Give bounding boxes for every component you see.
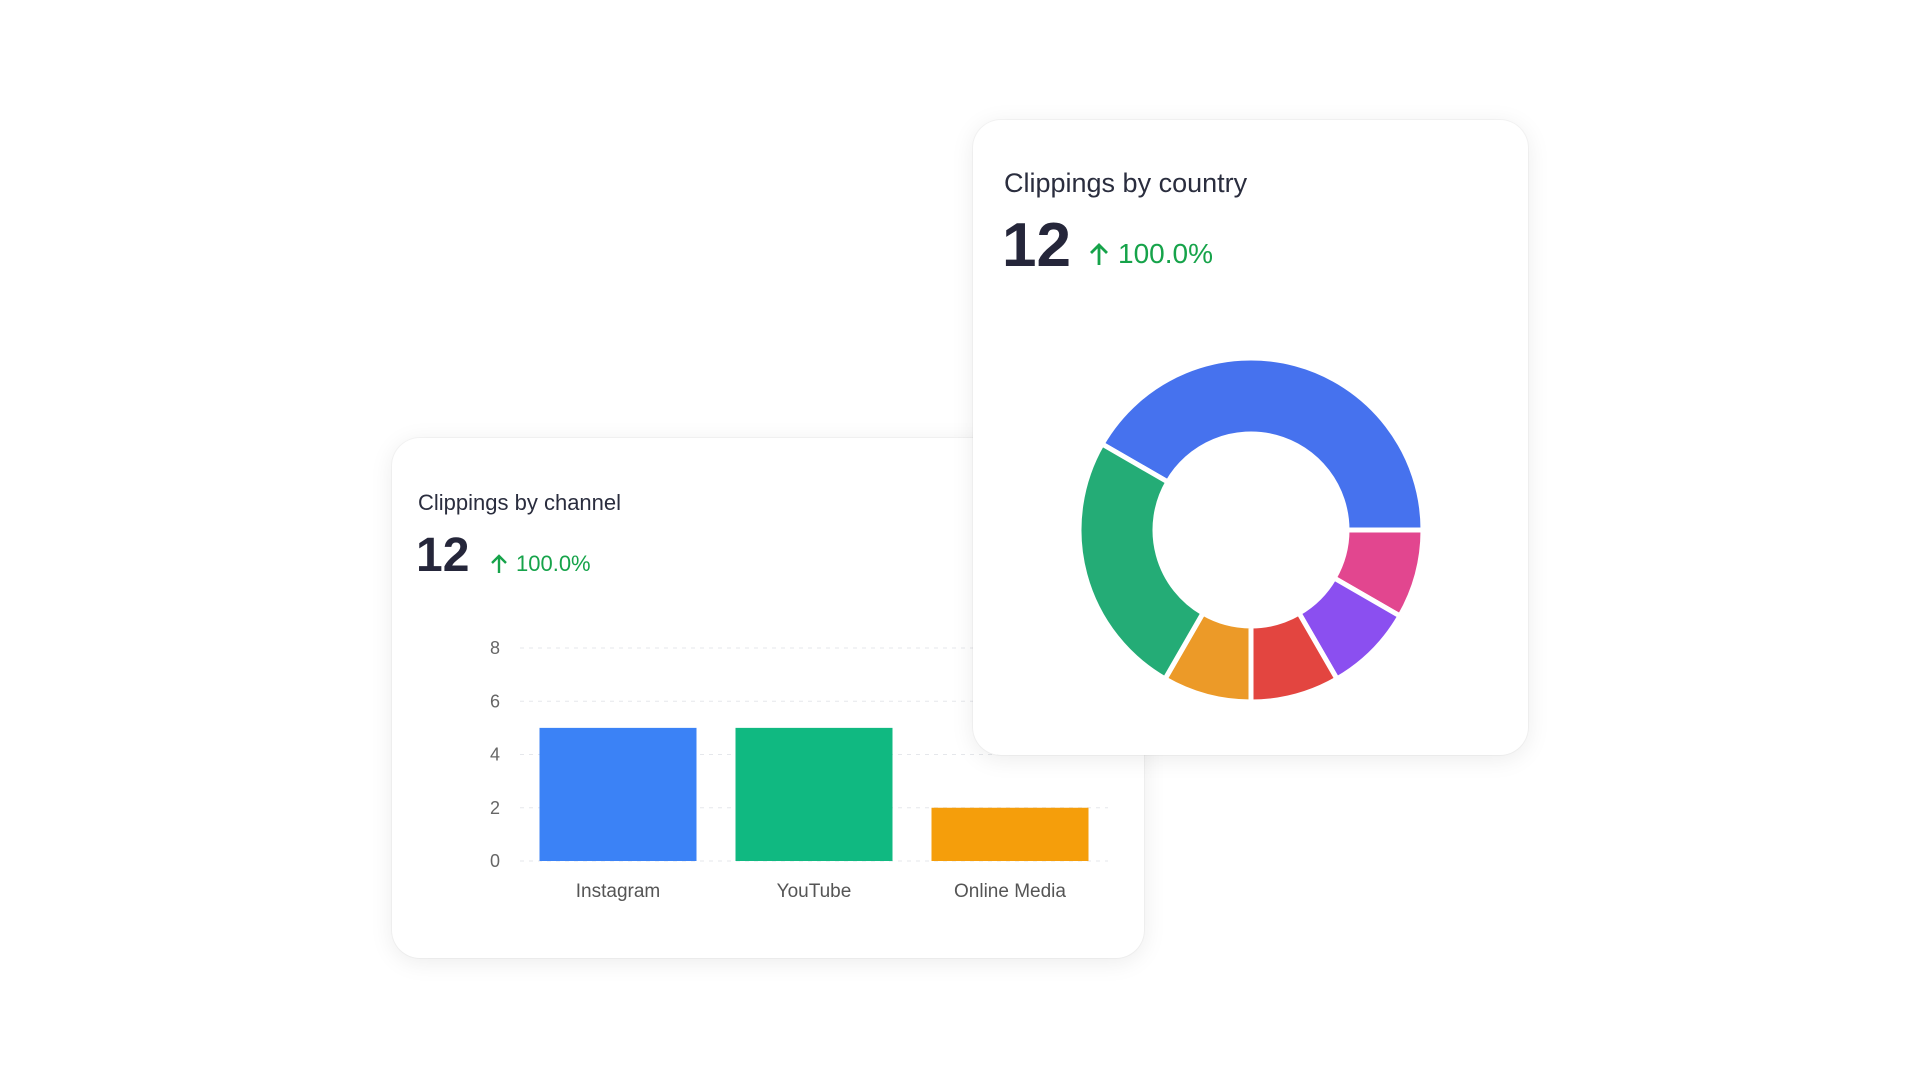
arrow-up-icon (1090, 243, 1108, 265)
y-tick-label: 6 (490, 691, 500, 711)
change-badge: 100.0% (490, 551, 591, 577)
arrow-up-icon (491, 554, 507, 573)
y-tick-label: 0 (490, 851, 500, 871)
donut-chart (1076, 355, 1426, 705)
bar-instagram (539, 727, 697, 861)
x-tick-label: Online Media (954, 881, 1066, 902)
change-value: 100.0% (1118, 238, 1213, 269)
change-value: 100.0% (516, 551, 591, 576)
change-badge: 100.0% (1088, 238, 1213, 270)
y-tick-label: 2 (490, 798, 500, 818)
card-title: Clippings by channel (418, 490, 622, 515)
bar-chart: 0 2 4 6 8 Instagram YouTube Online Media (490, 638, 1108, 902)
total-count: 12 (416, 529, 470, 582)
y-tick-label: 4 (490, 745, 500, 765)
y-tick-label: 8 (490, 638, 500, 658)
total-count: 12 (1002, 211, 1071, 280)
donut-slice (1076, 440, 1207, 683)
bar-online-media (931, 807, 1089, 861)
bar-youtube (735, 727, 893, 861)
x-tick-label: YouTube (777, 881, 852, 902)
x-tick-label: Instagram (576, 881, 660, 902)
country-card: Clippings by country 12 100.0% (973, 120, 1528, 755)
card-title: Clippings by country (1004, 168, 1248, 198)
donut-slice (1098, 355, 1426, 533)
